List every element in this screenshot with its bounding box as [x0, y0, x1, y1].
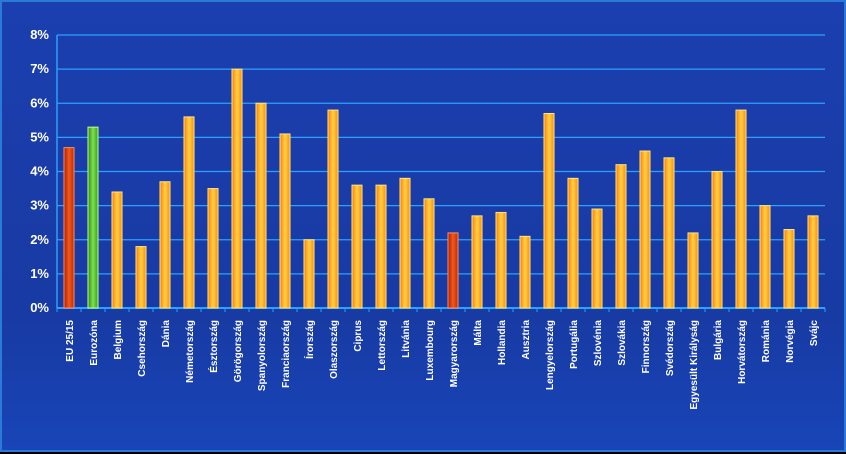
category-label: Dánia [161, 320, 172, 348]
bar-22 [591, 208, 603, 309]
category-label: Egyesült Királyság [689, 320, 700, 409]
category-label: Görögország [233, 320, 244, 382]
bar-20 [543, 112, 555, 309]
bar-0 [63, 147, 75, 309]
bar-15 [423, 198, 435, 309]
y-tick-label: 3% [30, 198, 49, 213]
bar-27 [711, 171, 723, 309]
bar-3 [135, 246, 147, 309]
category-label: Szlovénia [593, 320, 604, 367]
category-label: Olaszország [329, 320, 340, 379]
category-label: EU 25/15 [65, 320, 76, 362]
category-label: Szlovákia [617, 320, 628, 366]
y-tick-label: 5% [30, 129, 49, 144]
bar-10 [303, 239, 315, 309]
bar-29 [759, 205, 771, 309]
category-label: Lettország [377, 320, 388, 371]
bar-16 [447, 232, 459, 309]
bar-14 [399, 177, 411, 309]
bar-28 [735, 109, 747, 309]
category-label: Bulgária [713, 320, 724, 360]
bar-19 [519, 235, 531, 309]
category-label: Svédország [665, 320, 676, 376]
category-label: Málta [473, 320, 484, 346]
bar-31 [807, 215, 819, 309]
bar-5 [183, 116, 195, 309]
category-label: Hollandia [497, 320, 508, 365]
bar-9 [279, 133, 291, 309]
category-label: Svájc [809, 320, 820, 347]
bar-18 [495, 211, 507, 309]
bar-7 [231, 68, 243, 309]
category-label: Finnország [641, 320, 652, 373]
category-label: Csehország [137, 320, 148, 377]
category-label: Belgium [113, 320, 124, 360]
category-label: Spanyolország [257, 320, 268, 391]
bar-6 [207, 188, 219, 309]
bar-26 [687, 232, 699, 309]
y-tick-label: 1% [30, 266, 49, 281]
category-label: Litvánia [401, 320, 412, 358]
category-label: Luxembourg [425, 320, 436, 381]
bar-25 [663, 157, 675, 309]
y-tick-label: 0% [30, 300, 49, 315]
bar-17 [471, 215, 483, 309]
bar-12 [351, 184, 363, 309]
category-label: Románia [761, 320, 772, 363]
bar-2 [111, 191, 123, 309]
bar-24 [639, 150, 651, 309]
category-label: Horvátország [737, 320, 748, 384]
category-label: Írország [303, 320, 316, 359]
bar-21 [567, 177, 579, 309]
y-tick-label: 4% [30, 164, 49, 179]
category-label: Franciaország [281, 320, 292, 388]
category-label: Ausztria [521, 320, 532, 360]
category-label: Norvégia [785, 320, 796, 363]
bar-30 [783, 229, 795, 309]
category-label: Lengyelország [545, 320, 556, 390]
category-label: Portugália [569, 320, 580, 369]
y-tick-label: 2% [30, 232, 49, 247]
bar-1 [87, 126, 99, 309]
x-axis-labels: EU 25/15 Eurozóna Belgium Csehország Dánia Né… [65, 320, 820, 410]
category-label: Magyarország [449, 320, 460, 387]
bar-8 [255, 102, 267, 309]
gridlines [57, 34, 825, 309]
bars [63, 68, 819, 309]
y-tick-label: 8% [30, 27, 49, 42]
bar-4 [159, 181, 171, 309]
category-label: Ciprus [353, 320, 364, 352]
bar-13 [375, 184, 387, 309]
y-tick-label: 6% [30, 95, 49, 110]
category-label: Németország [185, 320, 196, 383]
y-tick-label: 7% [30, 61, 49, 76]
category-label: Eurozóna [89, 320, 100, 366]
bar-23 [615, 164, 627, 309]
y-axis: 0% 1% 2% 3% 4% 5% 6% 7% 8% [30, 27, 826, 315]
category-label: Észtország [207, 320, 220, 373]
bar-11 [327, 109, 339, 309]
